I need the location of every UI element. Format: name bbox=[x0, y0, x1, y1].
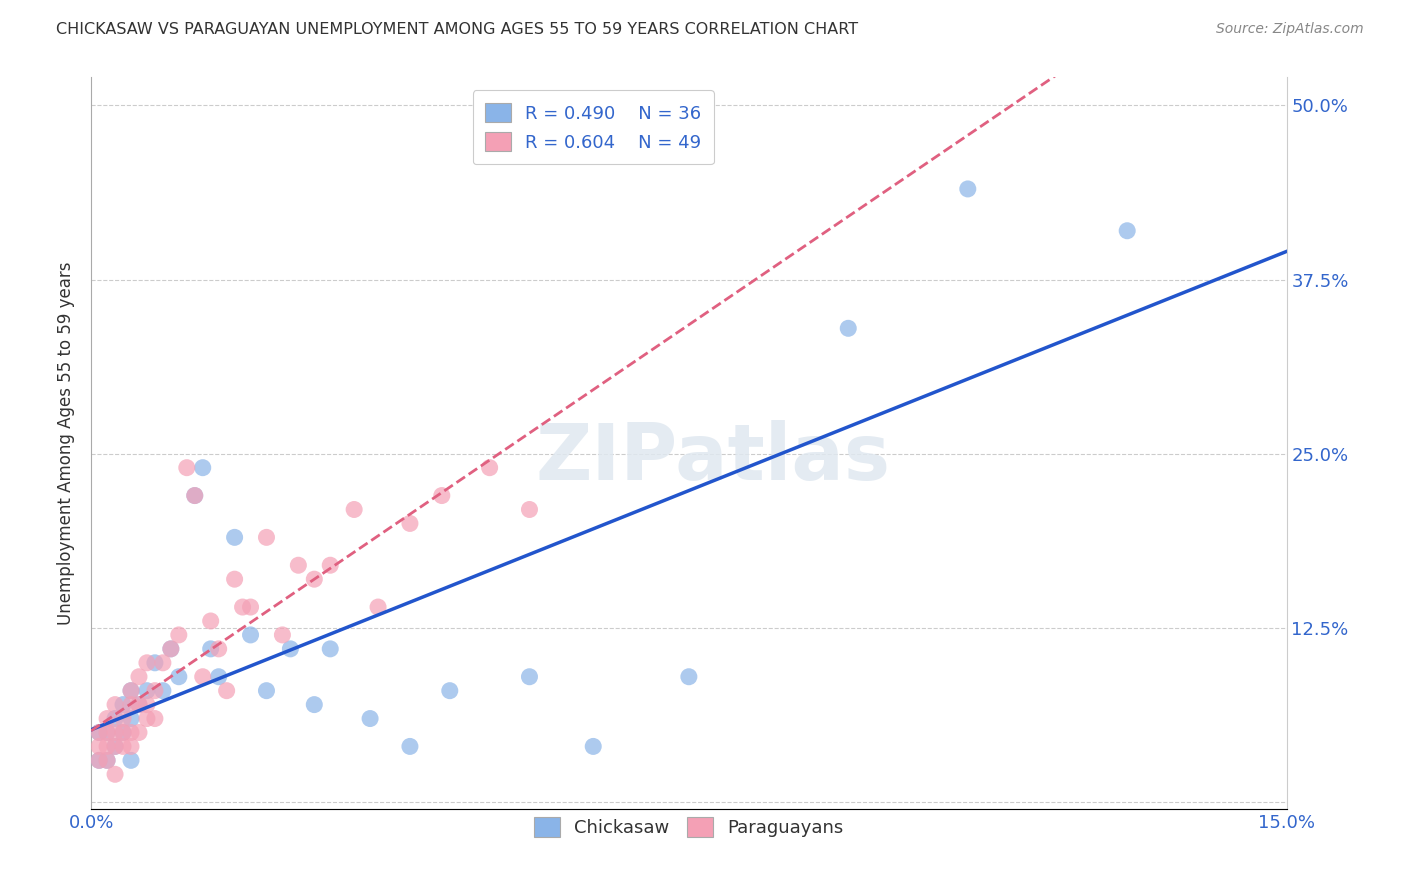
Point bbox=[120, 753, 142, 767]
Point bbox=[87, 753, 110, 767]
Point bbox=[112, 712, 135, 726]
Legend: Chickasaw, Paraguayans: Chickasaw, Paraguayans bbox=[527, 810, 851, 844]
Point bbox=[128, 725, 150, 739]
Point bbox=[120, 698, 142, 712]
Point bbox=[112, 698, 135, 712]
Point bbox=[519, 670, 541, 684]
Point bbox=[367, 600, 389, 615]
Point bbox=[104, 698, 127, 712]
Point bbox=[956, 182, 979, 196]
Point bbox=[104, 712, 127, 726]
Point bbox=[304, 698, 326, 712]
Point bbox=[128, 698, 150, 712]
Point bbox=[239, 600, 262, 615]
Point bbox=[224, 572, 246, 586]
Point bbox=[96, 739, 118, 754]
Point bbox=[120, 683, 142, 698]
Point bbox=[104, 739, 127, 754]
Point bbox=[224, 530, 246, 544]
Point bbox=[184, 489, 207, 503]
Point bbox=[96, 712, 118, 726]
Text: ZIPatlas: ZIPatlas bbox=[536, 420, 890, 496]
Point bbox=[96, 725, 118, 739]
Point bbox=[143, 712, 166, 726]
Text: CHICKASAW VS PARAGUAYAN UNEMPLOYMENT AMONG AGES 55 TO 59 YEARS CORRELATION CHART: CHICKASAW VS PARAGUAYAN UNEMPLOYMENT AMO… bbox=[56, 22, 859, 37]
Point bbox=[399, 516, 422, 531]
Point bbox=[96, 753, 118, 767]
Point bbox=[176, 460, 198, 475]
Point bbox=[167, 670, 190, 684]
Point bbox=[304, 572, 326, 586]
Point bbox=[136, 712, 159, 726]
Point bbox=[232, 600, 254, 615]
Point bbox=[582, 739, 605, 754]
Point bbox=[343, 502, 366, 516]
Point bbox=[319, 558, 342, 573]
Point bbox=[160, 641, 183, 656]
Text: Source: ZipAtlas.com: Source: ZipAtlas.com bbox=[1216, 22, 1364, 37]
Point bbox=[143, 656, 166, 670]
Point bbox=[200, 641, 222, 656]
Point bbox=[191, 460, 214, 475]
Point bbox=[112, 739, 135, 754]
Point bbox=[271, 628, 294, 642]
Point bbox=[104, 725, 127, 739]
Point bbox=[104, 739, 127, 754]
Point bbox=[152, 683, 174, 698]
Point bbox=[200, 614, 222, 628]
Point bbox=[837, 321, 859, 335]
Point bbox=[87, 725, 110, 739]
Point bbox=[519, 502, 541, 516]
Point bbox=[128, 670, 150, 684]
Point bbox=[287, 558, 309, 573]
Point bbox=[256, 530, 278, 544]
Point bbox=[678, 670, 700, 684]
Point bbox=[208, 641, 231, 656]
Point bbox=[136, 683, 159, 698]
Point bbox=[120, 683, 142, 698]
Point bbox=[112, 725, 135, 739]
Point bbox=[143, 683, 166, 698]
Point bbox=[439, 683, 461, 698]
Point bbox=[96, 725, 118, 739]
Point bbox=[87, 725, 110, 739]
Point bbox=[160, 641, 183, 656]
Point bbox=[128, 698, 150, 712]
Y-axis label: Unemployment Among Ages 55 to 59 years: Unemployment Among Ages 55 to 59 years bbox=[58, 261, 75, 625]
Point bbox=[136, 698, 159, 712]
Point bbox=[256, 683, 278, 698]
Point bbox=[87, 753, 110, 767]
Point bbox=[167, 628, 190, 642]
Point bbox=[112, 725, 135, 739]
Point bbox=[399, 739, 422, 754]
Point bbox=[280, 641, 302, 656]
Point bbox=[430, 489, 453, 503]
Point bbox=[120, 739, 142, 754]
Point bbox=[478, 460, 501, 475]
Point bbox=[215, 683, 238, 698]
Point bbox=[120, 712, 142, 726]
Point bbox=[184, 489, 207, 503]
Point bbox=[208, 670, 231, 684]
Point bbox=[152, 656, 174, 670]
Point bbox=[87, 739, 110, 754]
Point bbox=[1116, 224, 1139, 238]
Point bbox=[319, 641, 342, 656]
Point bbox=[136, 656, 159, 670]
Point bbox=[359, 712, 381, 726]
Point bbox=[239, 628, 262, 642]
Point bbox=[104, 767, 127, 781]
Point bbox=[120, 725, 142, 739]
Point bbox=[191, 670, 214, 684]
Point bbox=[96, 753, 118, 767]
